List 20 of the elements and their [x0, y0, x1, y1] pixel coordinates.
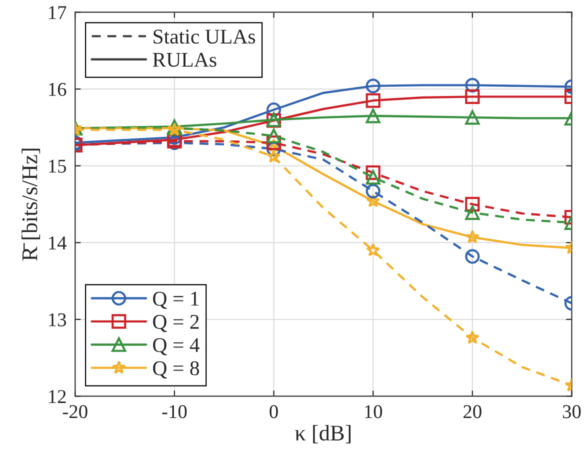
legend-label: Q = 4: [153, 338, 200, 356]
y-tick-label: 16: [49, 82, 66, 96]
y-tick-label: 14: [49, 236, 66, 250]
x-tick-label: 20: [464, 405, 482, 418]
x-axis-title: κ [dB]: [295, 424, 351, 444]
legend-label: RULAs: [152, 52, 216, 67]
y-tick-label: 17: [49, 6, 66, 19]
y-tick-label: 13: [49, 313, 66, 326]
x-tick-label: 30: [562, 405, 581, 418]
legend-label: Static ULAs: [154, 30, 256, 44]
x-tick-label: 10: [365, 405, 382, 418]
x-tick-label: 0: [270, 405, 278, 418]
legend-label: Q = 1: [153, 292, 199, 309]
legend-label: Q = 2: [153, 314, 199, 332]
legend-label: Q = 8: [153, 361, 200, 378]
x-tick-label: -10: [162, 405, 187, 418]
y-axis-title: R̄ [bits/s/Hz]: [22, 148, 40, 261]
x-tick-label: -20: [62, 405, 88, 418]
y-tick-label: 12: [49, 390, 66, 403]
y-tick-label: 15: [49, 160, 66, 173]
